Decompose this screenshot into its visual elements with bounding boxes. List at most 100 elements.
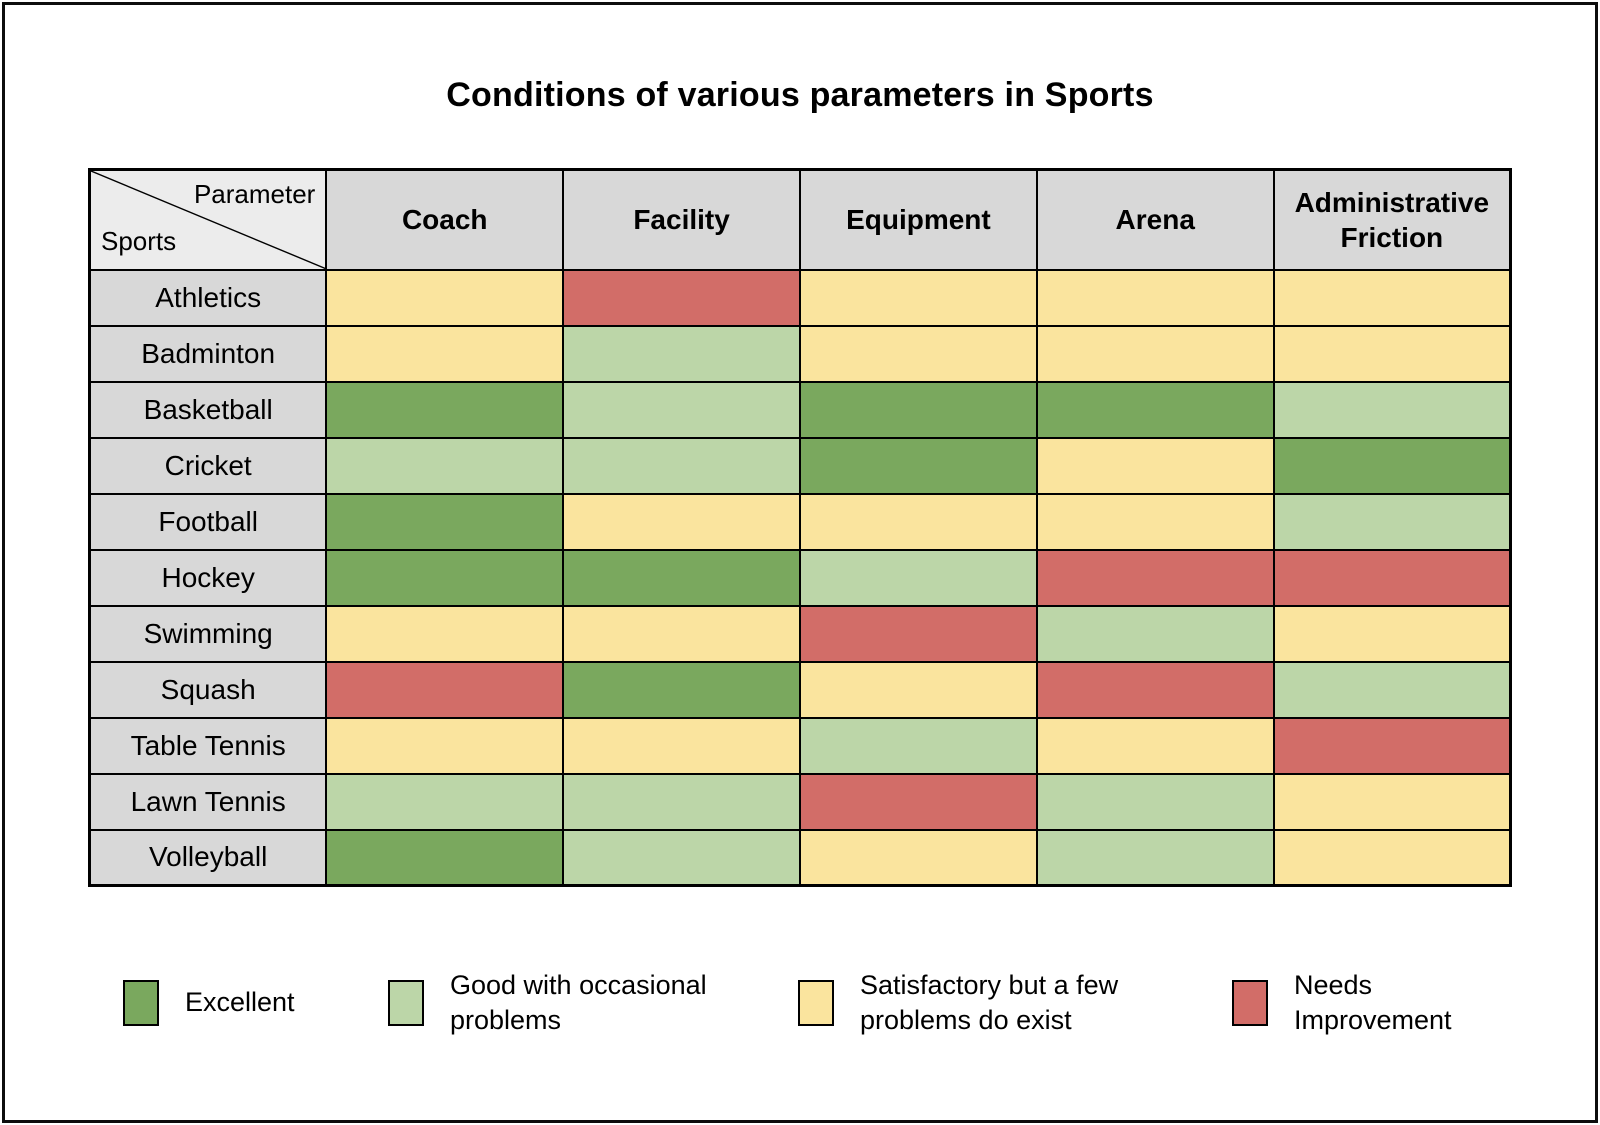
row-label-athletics: Athletics <box>88 268 328 327</box>
table-row-basketball: Basketball <box>88 380 1512 439</box>
legend-item-excellent: Excellent <box>123 948 295 1058</box>
cell-badminton-administrative-friction <box>1272 324 1512 383</box>
column-header-arena: Arena <box>1035 168 1275 271</box>
legend-item-good: Good with occasional problems <box>388 948 715 1058</box>
cell-badminton-equipment <box>798 324 1038 383</box>
cell-swimming-coach <box>325 604 565 663</box>
cell-cricket-administrative-friction <box>1272 436 1512 495</box>
row-label-lawn-tennis: Lawn Tennis <box>88 772 328 831</box>
cell-volleyball-coach <box>325 828 565 887</box>
corner-cell: Parameter Sports <box>88 168 328 271</box>
column-header-coach: Coach <box>325 168 565 271</box>
cell-cricket-arena <box>1035 436 1275 495</box>
legend-item-needs: Needs Improvement <box>1232 948 1469 1058</box>
cell-table-tennis-administrative-friction <box>1272 716 1512 775</box>
row-label-badminton: Badminton <box>88 324 328 383</box>
legend: Excellent Good with occasional problems Sa… <box>0 948 1600 1068</box>
cell-volleyball-arena <box>1035 828 1275 887</box>
cell-lawn-tennis-equipment <box>798 772 1038 831</box>
cell-swimming-equipment <box>798 604 1038 663</box>
table-row-athletics: Athletics <box>88 268 1512 327</box>
cell-football-facility <box>562 492 801 551</box>
cell-lawn-tennis-arena <box>1035 772 1275 831</box>
row-label-cricket: Cricket <box>88 436 328 495</box>
cell-athletics-arena <box>1035 268 1275 327</box>
row-label-hockey: Hockey <box>88 548 328 607</box>
cell-swimming-facility <box>562 604 801 663</box>
cell-lawn-tennis-administrative-friction <box>1272 772 1512 831</box>
table-row-badminton: Badminton <box>88 324 1512 383</box>
cell-volleyball-equipment <box>798 828 1038 887</box>
cell-cricket-equipment <box>798 436 1038 495</box>
cell-badminton-arena <box>1035 324 1275 383</box>
table-body: Athletics Badminton Basketball Cricket Footb… <box>88 268 1512 887</box>
cell-table-tennis-equipment <box>798 716 1038 775</box>
legend-label-needs: Needs Improvement <box>1294 969 1452 1035</box>
table-row-cricket: Cricket <box>88 436 1512 495</box>
cell-lawn-tennis-facility <box>562 772 801 831</box>
cell-athletics-administrative-friction <box>1272 268 1512 327</box>
row-label-volleyball: Volleyball <box>88 828 328 887</box>
legend-item-satisfactory: Satisfactory but a few problems do exist <box>798 948 1155 1058</box>
cell-football-administrative-friction <box>1272 492 1512 551</box>
row-label-basketball: Basketball <box>88 380 328 439</box>
cell-athletics-coach <box>325 268 565 327</box>
cell-football-equipment <box>798 492 1038 551</box>
table-header: Parameter Sports Coach Facility Equipment A… <box>88 168 1512 271</box>
cell-hockey-administrative-friction <box>1272 548 1512 607</box>
cell-athletics-equipment <box>798 268 1038 327</box>
conditions-table: Parameter Sports Coach Facility Equipment A… <box>88 168 1512 887</box>
cell-football-arena <box>1035 492 1275 551</box>
table-row-swimming: Swimming <box>88 604 1512 663</box>
cell-table-tennis-coach <box>325 716 565 775</box>
row-label-swimming: Swimming <box>88 604 328 663</box>
legend-swatch-satisfactory <box>798 980 834 1026</box>
cell-hockey-coach <box>325 548 565 607</box>
cell-hockey-facility <box>562 548 801 607</box>
table-row-squash: Squash <box>88 660 1512 719</box>
legend-label-satisfactory: Satisfactory but a few problems do exist <box>860 969 1119 1035</box>
cell-swimming-arena <box>1035 604 1275 663</box>
column-header-equipment: Equipment <box>798 168 1038 271</box>
cell-squash-administrative-friction <box>1272 660 1512 719</box>
cell-football-coach <box>325 492 565 551</box>
cell-volleyball-facility <box>562 828 801 887</box>
table-row-football: Football <box>88 492 1512 551</box>
legend-swatch-good <box>388 980 424 1026</box>
cell-volleyball-administrative-friction <box>1272 828 1512 887</box>
legend-swatch-needs <box>1232 980 1268 1026</box>
cell-basketball-administrative-friction <box>1272 380 1512 439</box>
legend-label-excellent: Excellent <box>185 987 295 1018</box>
corner-label-sports: Sports <box>101 225 177 256</box>
cell-basketball-arena <box>1035 380 1275 439</box>
chart-title: Conditions of various parameters in Spor… <box>446 76 1154 114</box>
table-row-volleyball: Volleyball <box>88 828 1512 887</box>
cell-hockey-equipment <box>798 548 1038 607</box>
table-row-hockey: Hockey <box>88 548 1512 607</box>
cell-cricket-facility <box>562 436 801 495</box>
cell-cricket-coach <box>325 436 565 495</box>
row-label-squash: Squash <box>88 660 328 719</box>
cell-table-tennis-facility <box>562 716 801 775</box>
diagonal-divider-icon <box>91 171 325 269</box>
legend-swatch-excellent <box>123 980 159 1026</box>
cell-basketball-facility <box>562 380 801 439</box>
cell-badminton-coach <box>325 324 565 383</box>
cell-squash-arena <box>1035 660 1275 719</box>
cell-squash-equipment <box>798 660 1038 719</box>
cell-squash-facility <box>562 660 801 719</box>
cell-athletics-facility <box>562 268 801 327</box>
cell-table-tennis-arena <box>1035 716 1275 775</box>
column-header-facility: Facility <box>562 168 801 271</box>
cell-basketball-equipment <box>798 380 1038 439</box>
table-row-lawn-tennis: Lawn Tennis <box>88 772 1512 831</box>
corner-label-parameter: Parameter <box>193 179 316 209</box>
cell-squash-coach <box>325 660 565 719</box>
cell-badminton-facility <box>562 324 801 383</box>
cell-hockey-arena <box>1035 548 1275 607</box>
column-header-administrative-friction: Administrative Friction <box>1272 168 1512 271</box>
row-label-table-tennis: Table Tennis <box>88 716 328 775</box>
cell-lawn-tennis-coach <box>325 772 565 831</box>
cell-swimming-administrative-friction <box>1272 604 1512 663</box>
table-row-table-tennis: Table Tennis <box>88 716 1512 775</box>
